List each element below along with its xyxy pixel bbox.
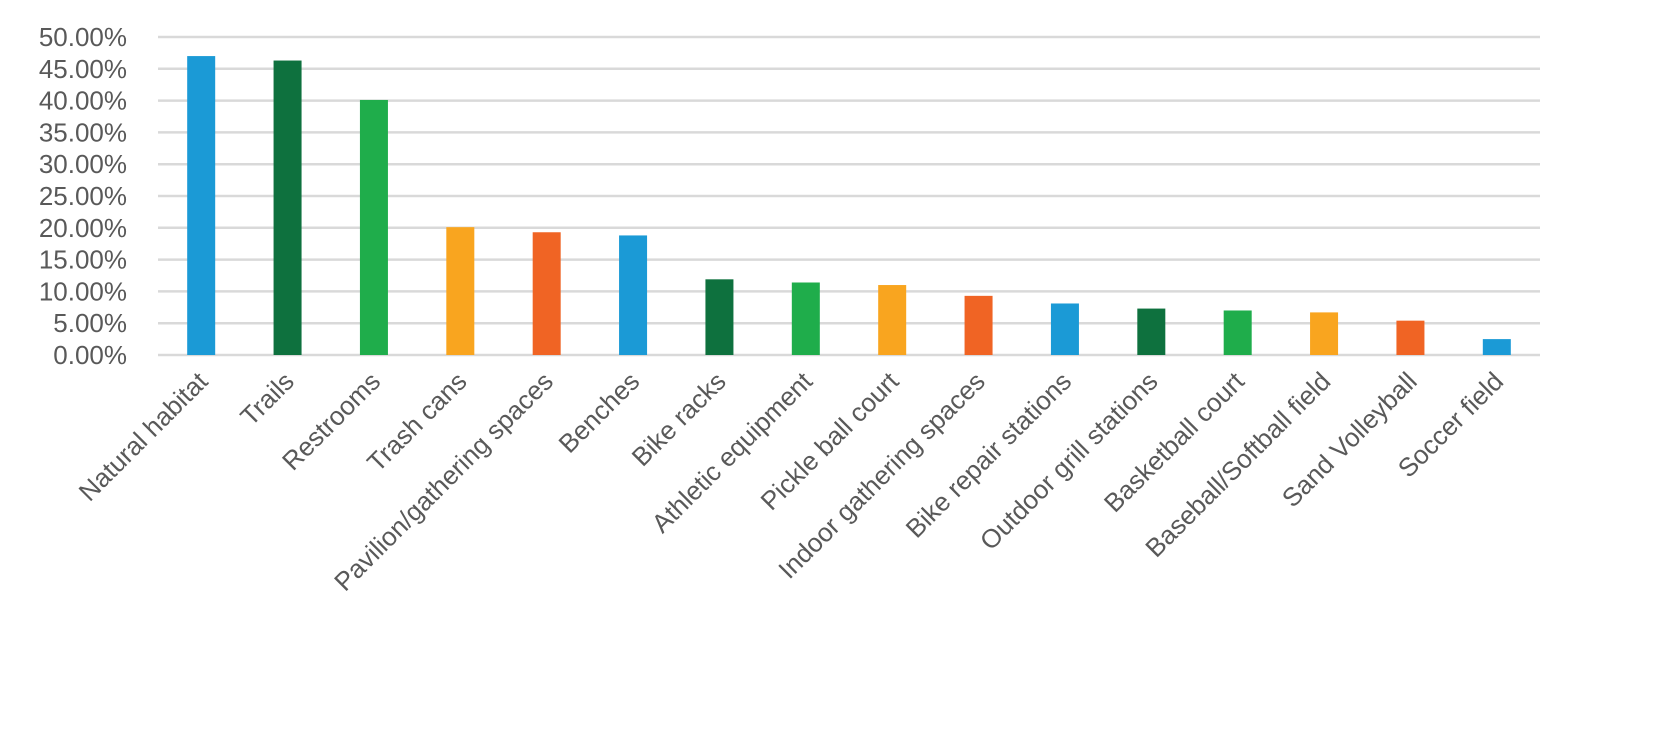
bar <box>964 295 993 355</box>
bar <box>1310 312 1339 355</box>
y-tick-label: 40.00% <box>39 86 127 116</box>
x-category-label: Athletic equipment <box>646 365 819 538</box>
bar <box>1050 303 1079 355</box>
bar <box>359 99 388 356</box>
y-tick-label: 5.00% <box>53 308 127 338</box>
bar <box>187 56 216 355</box>
bar <box>1396 320 1425 355</box>
bar <box>1482 339 1511 355</box>
bar <box>1137 308 1166 355</box>
y-tick-label: 50.00% <box>39 22 127 52</box>
x-category-label: Trails <box>234 366 299 431</box>
y-tick-label: 15.00% <box>39 245 127 275</box>
bar <box>619 235 648 355</box>
y-tick-label: 0.00% <box>53 340 127 370</box>
y-tick-label: 30.00% <box>39 149 127 179</box>
bars <box>187 56 1511 356</box>
bar <box>446 227 475 355</box>
bar <box>878 285 907 355</box>
bar <box>273 60 302 355</box>
y-tick-label: 10.00% <box>39 276 127 306</box>
x-category-label: Bike repair stations <box>900 366 1078 544</box>
y-tick-label: 20.00% <box>39 213 127 243</box>
bar <box>705 279 734 355</box>
y-axis-tick-labels: 0.00%5.00%10.00%15.00%20.00%25.00%30.00%… <box>39 22 127 370</box>
y-tick-label: 45.00% <box>39 54 127 84</box>
y-tick-label: 25.00% <box>39 181 127 211</box>
x-category-label: Natural habitat <box>73 365 214 506</box>
bar <box>532 232 561 355</box>
y-tick-label: 35.00% <box>39 117 127 147</box>
bar <box>791 282 820 355</box>
bar <box>1223 310 1252 355</box>
gridlines <box>158 35 1540 357</box>
